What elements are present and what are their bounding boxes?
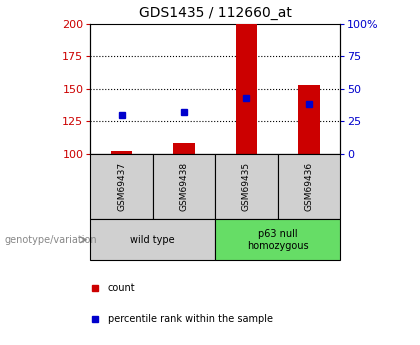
Text: genotype/variation: genotype/variation <box>4 235 97 245</box>
Bar <box>236 24 257 154</box>
Text: GSM69435: GSM69435 <box>242 162 251 211</box>
Text: count: count <box>108 284 135 293</box>
Bar <box>298 85 320 154</box>
Text: p63 null
homozygous: p63 null homozygous <box>247 229 309 250</box>
Bar <box>278 154 340 219</box>
Text: GSM69437: GSM69437 <box>117 162 126 211</box>
Text: wild type: wild type <box>131 235 175 245</box>
Bar <box>215 154 278 219</box>
Bar <box>90 154 153 219</box>
Bar <box>173 143 195 154</box>
Text: percentile rank within the sample: percentile rank within the sample <box>108 314 273 324</box>
Title: GDS1435 / 112660_at: GDS1435 / 112660_at <box>139 6 291 20</box>
Text: GSM69438: GSM69438 <box>179 162 189 211</box>
Bar <box>153 154 215 219</box>
Bar <box>110 151 132 154</box>
Text: GSM69436: GSM69436 <box>304 162 313 211</box>
Bar <box>90 219 215 260</box>
Bar <box>215 219 340 260</box>
